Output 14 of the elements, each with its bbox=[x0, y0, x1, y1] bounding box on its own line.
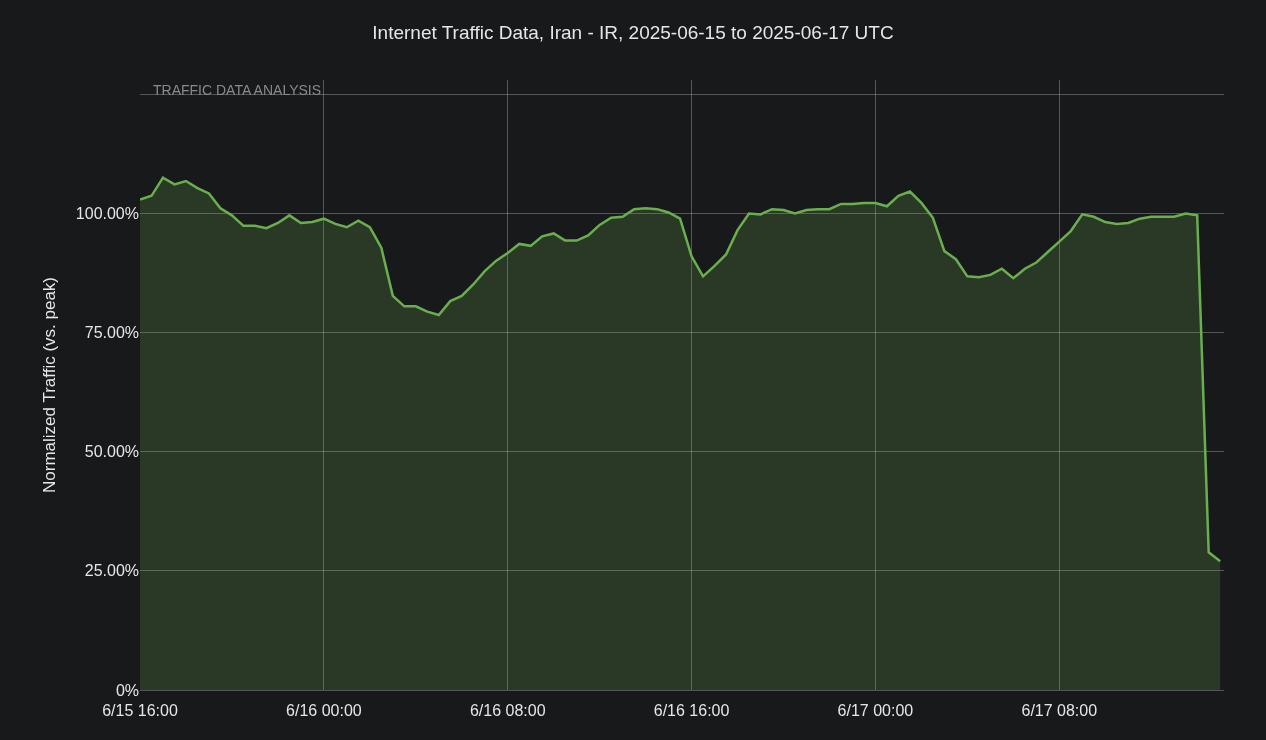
y-tick-label: 50.00% bbox=[84, 443, 139, 461]
annotation: TRAFFIC DATA ANALYSIS bbox=[153, 82, 322, 98]
y-tick-label: 100.00% bbox=[75, 205, 139, 223]
x-tick-label: 6/16 08:00 bbox=[469, 702, 546, 720]
chart-title: Internet Traffic Data, Iran - IR, 2025-06-15 to 2025-06-17 UTC bbox=[372, 22, 894, 44]
y-tick-label: 0% bbox=[115, 681, 139, 699]
y-tick-label: 75.00% bbox=[84, 324, 139, 342]
y-axis-title: Normalized Traffic (vs. peak) bbox=[40, 276, 60, 494]
x-tick-label: 6/16 16:00 bbox=[653, 702, 730, 720]
x-tick-label: 6/17 08:00 bbox=[1021, 702, 1098, 720]
x-tick-label: 6/16 00:00 bbox=[286, 702, 362, 720]
y-tick-label: 25.00% bbox=[84, 562, 139, 580]
x-tick-label: 6/15 16:00 bbox=[102, 702, 178, 720]
x-tick-label: 6/17 00:00 bbox=[837, 702, 914, 720]
